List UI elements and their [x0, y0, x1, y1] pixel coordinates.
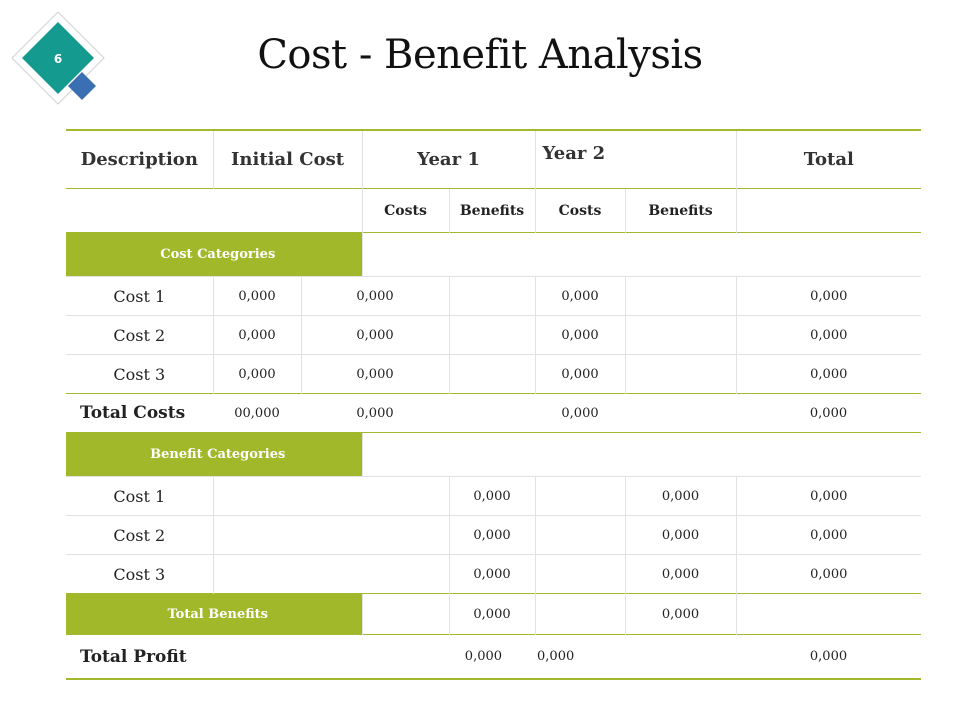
row-label: Cost 2: [66, 515, 213, 555]
header-year-2: Year 2: [534, 129, 737, 189]
cost-benefit-table: Description Initial Cost Year 1 Year 2 T…: [66, 129, 922, 680]
total-costs-initial: 00,000: [213, 393, 301, 433]
benefit-categories-label: Benefit Categories: [66, 432, 363, 477]
cell-y2-costs: [534, 476, 626, 516]
cell-y1-benefits: [448, 315, 536, 355]
row-label: Cost 2: [66, 315, 213, 355]
slide-number: 6: [54, 52, 62, 66]
cell-y1-costs: 0,000: [300, 315, 450, 355]
cell-initial: 0,000: [212, 315, 301, 355]
benefit-categories-blank: [361, 432, 922, 477]
benefit-categories-row: Benefit Categories: [66, 432, 922, 477]
table-row: Cost 3 0,000 0,000 0,000: [66, 554, 922, 594]
cell-total: 0,000: [735, 276, 922, 316]
cell-y2-benefits: 0,000: [624, 476, 737, 516]
cost-categories-blank: [361, 232, 922, 277]
row-label: Cost 1: [66, 276, 213, 316]
cell-y2-benefits: 0,000: [624, 554, 737, 594]
cost-categories-label: Cost Categories: [66, 232, 363, 277]
total-profit-row: Total Profit 0,000 0,000 0,000: [66, 634, 922, 680]
page-title: Cost - Benefit Analysis: [257, 32, 703, 78]
table-row: Cost 1 0,000 0,000 0,000 0,000: [66, 276, 922, 316]
table-row: Cost 3 0,000 0,000 0,000 0,000: [66, 354, 922, 394]
cell-total: 0,000: [735, 554, 922, 594]
total-profit-y2: 0,000: [535, 634, 737, 680]
cost-categories-row: Cost Categories: [66, 232, 922, 277]
cell-total: 0,000: [735, 476, 922, 516]
cell-y1-benefits: [448, 276, 536, 316]
cell-y1-costs: 0,000: [300, 276, 450, 316]
cell-y2-costs: [534, 554, 626, 594]
cell-y2-costs: 0,000: [534, 276, 626, 316]
subheader-row: Costs Benefits Costs Benefits: [66, 188, 922, 233]
total-costs-y1: 0,000: [301, 393, 450, 433]
teal-diamond-shape: [22, 22, 94, 94]
total-profit-y1: 0,000: [301, 634, 536, 680]
total-costs-y2: 0,000: [535, 393, 626, 433]
cell-blank: [212, 476, 450, 516]
subheader-y2-costs: Costs: [534, 188, 626, 233]
subheader-y1-costs: Costs: [361, 188, 450, 233]
row-label: Cost 1: [66, 476, 213, 516]
cell-y2-costs: [534, 515, 626, 555]
cell-y2-benefits: 0,000: [624, 515, 737, 555]
row-label: Cost 3: [66, 354, 213, 394]
total-profit-total: 0,000: [736, 634, 922, 680]
total-costs-total: 0,000: [736, 393, 922, 433]
cell-y2-costs: 0,000: [534, 354, 626, 394]
header-initial-cost: Initial Cost: [212, 129, 363, 189]
total-costs-label: Total Costs: [66, 393, 213, 433]
slide-number-badge: 6: [12, 12, 105, 105]
cell-y2-benefits: [624, 315, 737, 355]
total-benefits-y2: 0,000: [624, 593, 737, 635]
cell-initial: 0,000: [212, 354, 301, 394]
cell-total: 0,000: [735, 315, 922, 355]
cell-blank: [212, 554, 450, 594]
cell-y1-benefits: [448, 354, 536, 394]
cell-y2-benefits: [624, 354, 737, 394]
subheader-total-blank: [735, 188, 922, 233]
header-total: Total: [735, 129, 922, 189]
cell-blank: [212, 515, 450, 555]
cell-y2-benefits: [624, 276, 737, 316]
cell-y1-costs: 0,000: [300, 354, 450, 394]
header-row: Description Initial Cost Year 1 Year 2 T…: [66, 129, 922, 189]
table-row: Cost 2 0,000 0,000 0,000: [66, 515, 922, 555]
row-label: Cost 3: [66, 554, 213, 594]
table-row: Cost 2 0,000 0,000 0,000 0,000: [66, 315, 922, 355]
total-profit-label: Total Profit: [66, 634, 301, 680]
subheader-blank: [66, 188, 363, 233]
cell-y1-benefits: 0,000: [448, 515, 536, 555]
cell-y1-benefits: 0,000: [448, 554, 536, 594]
cell-total: 0,000: [735, 515, 922, 555]
cell-total: 0,000: [735, 354, 922, 394]
subheader-y1-benefits: Benefits: [448, 188, 536, 233]
table-row: Cost 1 0,000 0,000 0,000: [66, 476, 922, 516]
header-description: Description: [66, 129, 213, 189]
total-benefits-label: Total Benefits: [66, 593, 363, 635]
header-year-1: Year 1: [361, 129, 536, 189]
cell-y1-benefits: 0,000: [448, 476, 536, 516]
cell-initial: 0,000: [212, 276, 301, 316]
total-costs-row: Total Costs 00,000 0,000 0,000 0,000: [66, 393, 922, 433]
total-benefits-y1: 0,000: [448, 593, 536, 635]
cell-y2-costs: 0,000: [534, 315, 626, 355]
total-benefits-row: Total Benefits 0,000 0,000: [66, 593, 922, 635]
subheader-y2-benefits: Benefits: [624, 188, 737, 233]
blue-diamond-shape: [68, 72, 96, 100]
